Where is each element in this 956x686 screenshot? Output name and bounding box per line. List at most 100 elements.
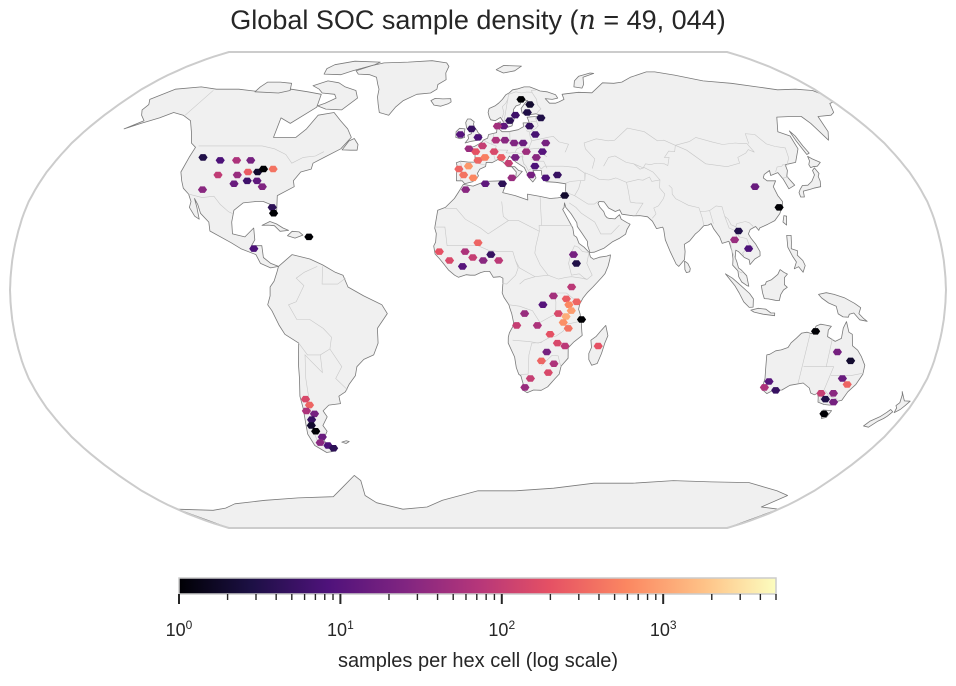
country-border <box>501 98 509 118</box>
landmass-philippines <box>786 235 806 273</box>
hex-cell-europe <box>536 114 546 122</box>
landmass-svalbard <box>495 65 522 74</box>
hex-cell-europe <box>510 111 520 119</box>
hex-cell-australia <box>837 375 847 382</box>
landmass-falklands <box>341 440 350 444</box>
hex-cell-east-africa <box>553 310 563 317</box>
hex-cell-north-africa <box>461 186 471 193</box>
country-border <box>540 355 562 367</box>
country-border <box>508 131 511 141</box>
hex-cell-patagonia <box>311 428 321 435</box>
hex-cell-europe <box>491 136 501 144</box>
hex-cell-east-africa <box>566 307 576 314</box>
hex-cell-east-africa <box>561 295 571 303</box>
country-border <box>633 145 676 169</box>
hex-cell-australia <box>816 390 826 397</box>
hex-cell-west-africa <box>457 263 468 270</box>
hex-cell-europe <box>477 142 488 150</box>
hex-cell-caribbean <box>304 233 314 241</box>
country-border <box>543 161 548 169</box>
hex-cell-europe <box>473 157 483 164</box>
landmass-baffin <box>312 80 358 111</box>
title-variable: n <box>578 5 596 36</box>
country-border <box>329 348 348 391</box>
hex-cell-australia <box>846 357 856 365</box>
country-border <box>529 120 536 123</box>
hex-cell-southern-africa <box>520 384 530 391</box>
hex-cell-europe <box>509 139 519 147</box>
hex-cell-europe <box>518 139 528 147</box>
hex-cell-patagonia <box>315 439 325 446</box>
hex-cell-west-africa <box>494 257 504 264</box>
hex-cell-southeast-asia <box>744 245 754 252</box>
hex-cell-east-africa <box>561 313 571 320</box>
country-border <box>782 176 789 179</box>
colorbar-tick-label: 101 <box>327 618 354 640</box>
hex-cell-australia <box>820 395 830 403</box>
hex-cell-patagonia <box>306 422 316 429</box>
country-border <box>198 145 325 164</box>
ocean-background <box>10 52 946 528</box>
landmass-ellesmere <box>323 60 381 76</box>
landmass-newfoundland <box>341 138 359 151</box>
hex-cell-western-us <box>232 157 242 164</box>
hex-cell-europe <box>531 154 541 161</box>
hex-cell-europe <box>459 171 469 179</box>
hex-cell-australia <box>764 378 774 385</box>
country-border <box>483 139 497 162</box>
hex-cell-central-us <box>243 168 253 176</box>
hex-cell-central-africa <box>538 301 548 308</box>
hex-cell-central-us <box>213 171 223 179</box>
country-borders <box>185 89 864 443</box>
hex-cell-europe <box>480 154 490 161</box>
country-border <box>501 201 509 221</box>
title-prefix: Global SOC sample density ( <box>230 5 579 35</box>
hex-cell-west-africa <box>486 251 496 258</box>
hex-cell-europe <box>507 174 517 182</box>
hex-cell-europe <box>522 109 532 116</box>
landmass-japan <box>798 167 822 198</box>
hex-cell-central-us <box>242 177 252 185</box>
hex-cell-east-africa <box>563 325 573 332</box>
hex-cell-patagonia <box>309 410 320 418</box>
country-border <box>496 130 533 154</box>
country-border <box>531 89 542 114</box>
title-suffix: ) <box>716 5 726 35</box>
hex-cell-patagonia <box>317 433 327 441</box>
country-border <box>531 136 569 153</box>
colorbar-tick-label: 103 <box>649 618 677 640</box>
hex-cell-north-africa <box>497 180 507 187</box>
landmass-new-guinea <box>818 292 868 322</box>
hex-cell-patagonia <box>301 407 311 415</box>
hex-cell-china <box>750 183 760 190</box>
hex-cell-madagascar <box>593 342 603 350</box>
hex-cell-southern-africa <box>542 348 552 356</box>
landmass-south-island-nz <box>863 409 894 428</box>
hex-cell-europe <box>537 148 547 155</box>
country-border <box>519 276 536 285</box>
colorbar-tick-label: 102 <box>488 618 516 640</box>
hex-cell-turkey <box>552 171 562 179</box>
landmass-iceland <box>430 98 452 107</box>
hex-cell-australia <box>771 387 781 394</box>
country-border <box>574 195 598 205</box>
colorbar <box>178 577 777 595</box>
country-border <box>534 231 549 276</box>
landmass-taiwan <box>782 215 787 226</box>
country-border <box>530 158 544 162</box>
hex-cell-patagonia <box>307 416 317 423</box>
hex-cell-west-africa <box>478 257 488 264</box>
hex-cell-europe <box>525 101 535 108</box>
hex-cell-central-america <box>249 245 259 252</box>
landmass-new-zealand <box>893 391 911 414</box>
colorbar-label: samples per hex cell (log scale) <box>337 650 619 672</box>
hex-cell-central-us <box>268 165 278 173</box>
hex-cell-east-africa <box>558 319 568 326</box>
hex-cell-central-us <box>258 165 269 173</box>
hex-cell-australia <box>811 328 821 335</box>
country-border <box>830 372 864 376</box>
hex-cell-europe <box>463 162 474 170</box>
country-border <box>569 202 620 235</box>
hex-cell-europe <box>499 122 509 130</box>
hex-cell-europe <box>464 145 474 152</box>
